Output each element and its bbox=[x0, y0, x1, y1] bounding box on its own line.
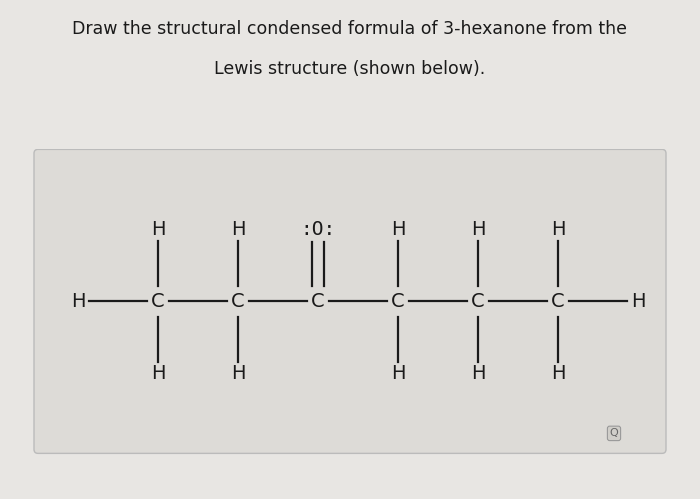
Text: H: H bbox=[470, 364, 485, 383]
Text: Lewis structure (shown below).: Lewis structure (shown below). bbox=[214, 60, 486, 78]
Text: H: H bbox=[631, 292, 645, 311]
Text: H: H bbox=[470, 220, 485, 239]
Text: H: H bbox=[231, 364, 245, 383]
Text: H: H bbox=[71, 292, 85, 311]
Text: H: H bbox=[391, 220, 405, 239]
Text: C: C bbox=[151, 292, 164, 311]
Text: Q: Q bbox=[610, 428, 618, 439]
Text: Draw the structural condensed formula of 3-hexanone from the: Draw the structural condensed formula of… bbox=[73, 20, 627, 38]
Text: C: C bbox=[312, 292, 325, 311]
Text: C: C bbox=[391, 292, 405, 311]
Text: :O:: :O: bbox=[300, 220, 335, 239]
Text: H: H bbox=[551, 364, 566, 383]
FancyBboxPatch shape bbox=[34, 149, 666, 454]
Text: H: H bbox=[231, 220, 245, 239]
Text: H: H bbox=[551, 220, 566, 239]
Text: C: C bbox=[231, 292, 245, 311]
Text: C: C bbox=[551, 292, 565, 311]
Text: H: H bbox=[391, 364, 405, 383]
Text: C: C bbox=[471, 292, 485, 311]
Text: H: H bbox=[150, 364, 165, 383]
Text: H: H bbox=[150, 220, 165, 239]
